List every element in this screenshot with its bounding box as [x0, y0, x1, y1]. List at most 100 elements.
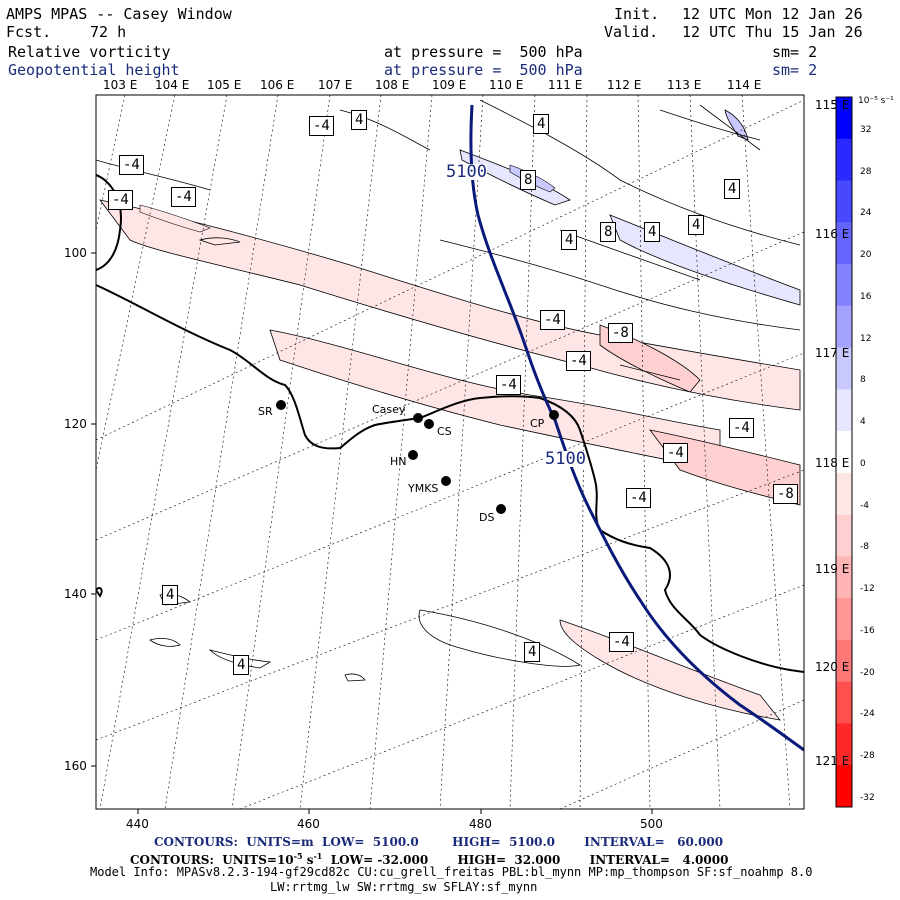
station-marker-casey	[413, 413, 423, 423]
vorticity-band-positive-3	[724, 109, 749, 141]
y-tick-160: 160	[64, 759, 87, 773]
station-marker-ds	[496, 504, 506, 514]
plot-frame	[95, 94, 805, 810]
vorticity-contour-label: -4	[309, 116, 334, 136]
footer-line2-sup2: -1	[313, 851, 323, 861]
y-tick-140: 140	[64, 587, 87, 601]
lon-label-115e: 115 E	[815, 98, 850, 112]
valid-time: 12 UTC Thu 15 Jan 26	[682, 23, 863, 41]
x-tick-480: 480	[469, 817, 492, 831]
station-label-ymks: YMKS	[408, 482, 439, 495]
lon-label-118e: 118 E	[815, 456, 850, 470]
colorbar-swatch	[836, 514, 852, 557]
colorbar-swatch	[836, 389, 852, 432]
colorbar-swatch	[836, 598, 852, 641]
vorticity-band-positive-2	[609, 214, 801, 306]
colorbar-swatch	[836, 765, 852, 808]
vorticity-contours	[96, 99, 801, 682]
field2-smoothing: sm= 2	[772, 61, 818, 79]
lon-label-112e: 112 E	[607, 78, 642, 92]
geopotential-5100-contour	[469, 104, 804, 752]
colorbar-label: 20	[860, 250, 872, 261]
forecast-hour: 72 h	[90, 23, 127, 41]
colorbar-label: 12	[860, 333, 872, 344]
footer-height-contours: CONTOURS: UNITS=m LOW= 5100.0 HIGH= 5100…	[154, 835, 724, 849]
footer-line2-b: s	[302, 853, 314, 867]
colorbar-swatch	[836, 264, 852, 307]
lon-label-116e: 116 E	[815, 227, 850, 241]
lon-label-117e: 117 E	[815, 346, 850, 360]
lon-label-105e: 105 E	[207, 78, 242, 92]
colorbar-swatch	[836, 431, 852, 474]
y-tick-100: 100	[64, 246, 87, 260]
lon-label-110e: 110 E	[489, 78, 524, 92]
colorbar-label: 32	[860, 124, 872, 135]
station-label-hn: HN	[390, 455, 407, 468]
y-tick-120: 120	[64, 417, 87, 431]
vorticity-contour-label: -4	[171, 187, 196, 207]
height-label-5100-north: 5100	[446, 162, 487, 182]
lon-label-109e: 109 E	[432, 78, 467, 92]
colorbar-swatch	[836, 681, 852, 724]
lon-label-121e: 121 E	[815, 754, 850, 768]
valid-label: Valid.	[604, 23, 659, 41]
colorbar-label: 4	[860, 417, 866, 428]
vorticity-contour-label: -8	[608, 323, 633, 343]
vorticity-contour-label: 4	[351, 110, 368, 130]
axis-ticks	[91, 252, 653, 814]
station-label-cs: CS	[437, 425, 452, 438]
station-label-sr: SR	[258, 405, 273, 418]
x-tick-440: 440	[126, 817, 149, 831]
field1-level: at pressure = 500 hPa	[384, 43, 583, 61]
footer-model-info: Model Info: MPASv8.2.3-194-gf29cd82c CU:…	[90, 865, 813, 879]
colorbar-label: -4	[860, 500, 869, 511]
station-marker-cs	[424, 419, 434, 429]
footer-line2-a: CONTOURS: UNITS=10	[130, 853, 294, 867]
vorticity-contour-label: -4	[609, 632, 634, 652]
forecast-label: Fcst.	[6, 23, 52, 41]
colorbar-label: 0	[860, 458, 866, 469]
vorticity-contour-label: 4	[162, 585, 179, 605]
lon-label-107e: 107 E	[318, 78, 353, 92]
field1-smoothing: sm= 2	[772, 43, 818, 61]
colorbar-label: -32	[860, 793, 875, 803]
station-marker-hn	[408, 450, 418, 460]
vorticity-band-negative-5	[559, 619, 781, 721]
footer-line2-sup: -5	[293, 851, 303, 861]
field1-name: Relative vorticity	[8, 43, 171, 61]
x-tick-500: 500	[640, 817, 663, 831]
vorticity-contour-label: 8	[520, 170, 537, 190]
colorbar-swatch	[836, 556, 852, 599]
colorbar-label: -24	[860, 709, 875, 720]
colorbar-frame	[835, 96, 853, 808]
init-time: 12 UTC Mon 12 Jan 26	[682, 5, 863, 23]
vorticity-contour-label: -4	[729, 418, 754, 438]
station-label-ds: DS	[479, 511, 495, 524]
colorbar-label: -28	[860, 751, 875, 762]
colorbar-swatch	[836, 222, 852, 265]
station-markers	[276, 400, 559, 514]
colorbar-swatch	[836, 138, 852, 182]
vorticity-contour-label: 4	[644, 222, 661, 242]
vorticity-contour-label: -4	[626, 488, 651, 508]
colorbar-label: 16	[860, 291, 872, 302]
vorticity-contour-label: -4	[540, 310, 565, 330]
station-marker-cp	[549, 410, 559, 420]
lon-label-103e: 103 E	[103, 78, 138, 92]
plot-title: AMPS MPAS -- Casey Window	[6, 5, 232, 23]
lon-label-120e: 120 E	[815, 660, 850, 674]
lon-label-113e: 113 E	[667, 78, 702, 92]
vorticity-contour-label: 4	[233, 655, 250, 675]
lon-label-108e: 108 E	[375, 78, 410, 92]
colorbar-unit: 10⁻⁵ s⁻¹	[858, 96, 894, 106]
colorbar-swatch	[836, 639, 852, 683]
footer-physics-info: LW:rrtmg_lw SW:rrtmg_sw SFLAY:sf_mynn	[270, 880, 538, 894]
lon-label-111e: 111 E	[548, 78, 583, 92]
graticule	[96, 95, 804, 809]
vorticity-band-negative-6	[139, 204, 211, 233]
height-label-5100-south: 5100	[545, 449, 586, 469]
lon-label-106e: 106 E	[260, 78, 295, 92]
colorbar-label: -16	[860, 625, 875, 636]
vorticity-contour-label: -8	[773, 484, 798, 504]
